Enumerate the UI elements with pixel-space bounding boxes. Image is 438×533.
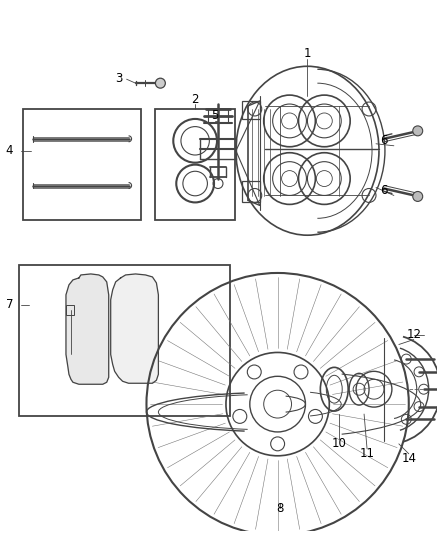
Circle shape bbox=[413, 191, 423, 201]
Text: 5: 5 bbox=[212, 109, 219, 123]
Text: 6: 6 bbox=[380, 184, 388, 197]
Text: 4: 4 bbox=[6, 144, 13, 157]
Polygon shape bbox=[111, 274, 159, 383]
Text: 11: 11 bbox=[360, 447, 374, 461]
Text: 10: 10 bbox=[332, 438, 346, 450]
Circle shape bbox=[413, 126, 423, 136]
Circle shape bbox=[155, 78, 165, 88]
Text: 1: 1 bbox=[304, 47, 311, 60]
Text: 6: 6 bbox=[380, 134, 388, 147]
Bar bbox=[19, 265, 230, 416]
Text: 12: 12 bbox=[406, 328, 421, 341]
Text: 8: 8 bbox=[276, 502, 283, 515]
Polygon shape bbox=[66, 274, 109, 384]
Text: 2: 2 bbox=[191, 93, 199, 106]
Bar bbox=[155, 109, 235, 220]
Bar bbox=[23, 109, 141, 220]
Text: 7: 7 bbox=[6, 298, 13, 311]
Bar bbox=[242, 101, 260, 119]
Bar bbox=[242, 181, 260, 203]
Text: 3: 3 bbox=[115, 72, 122, 85]
Text: 14: 14 bbox=[401, 453, 416, 465]
Bar bbox=[66, 305, 74, 314]
